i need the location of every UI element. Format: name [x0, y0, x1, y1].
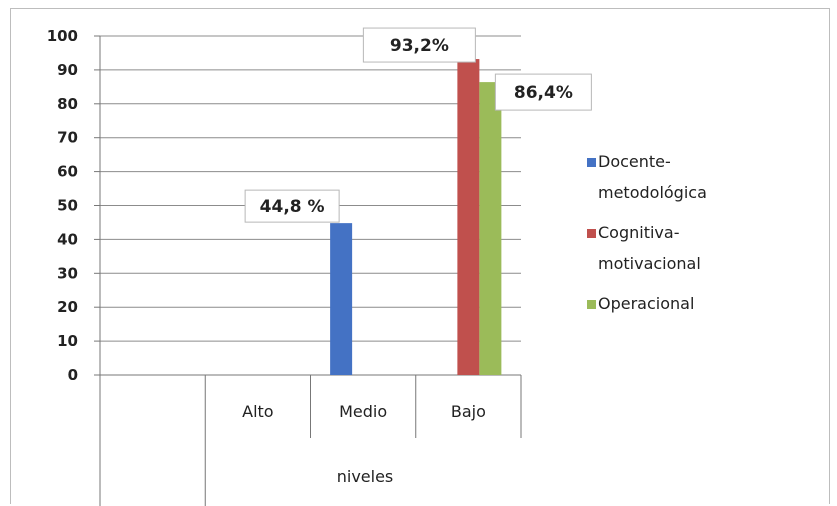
y-tick-label: 80 [57, 95, 78, 113]
legend-swatch [587, 158, 596, 167]
y-tick-label: 90 [57, 61, 78, 79]
y-tick-label: 30 [57, 264, 78, 282]
legend-label: Cognitiva-motivacional [598, 223, 701, 273]
data-label-box [244, 189, 340, 223]
data-label-box [494, 73, 592, 111]
category-label: Alto [242, 402, 273, 421]
bar [479, 82, 502, 375]
legend-label: Operacional [598, 294, 694, 313]
y-tick-label: 40 [57, 230, 78, 248]
data-label: 93,2% [390, 36, 449, 56]
chart-frame [10, 8, 830, 504]
y-tick-label: 20 [57, 298, 78, 316]
bar [457, 59, 480, 375]
legend-swatch [587, 300, 596, 309]
bar [330, 223, 353, 375]
bars [330, 59, 502, 375]
data-label-callouts: 44,8 % 93,2% 86,4% [244, 27, 592, 223]
data-label: 86,4% [514, 83, 573, 103]
y-axis: 0 10 20 30 40 50 60 70 80 90 100 [47, 27, 101, 384]
y-tick-label: 10 [57, 332, 78, 350]
gridlines [100, 35, 521, 376]
category-label: Bajo [451, 402, 486, 421]
legend: Docente-metodológica Cognitiva-motivacion… [587, 152, 707, 313]
legend-label: Docente-metodológica [598, 152, 707, 202]
category-axis-table: niveles Alto Medio Bajo [99, 375, 522, 506]
category-label: Medio [339, 402, 387, 421]
y-tick-label: 50 [57, 197, 78, 215]
y-tick-label: 0 [68, 366, 78, 384]
y-tick-label: 100 [47, 27, 78, 45]
legend-swatch [587, 229, 596, 238]
data-label-box [362, 27, 476, 63]
x-axis-title: niveles [337, 467, 394, 486]
y-tick-label: 60 [57, 163, 78, 181]
y-tick-label: 70 [57, 129, 78, 147]
data-label: 44,8 % [260, 197, 325, 217]
